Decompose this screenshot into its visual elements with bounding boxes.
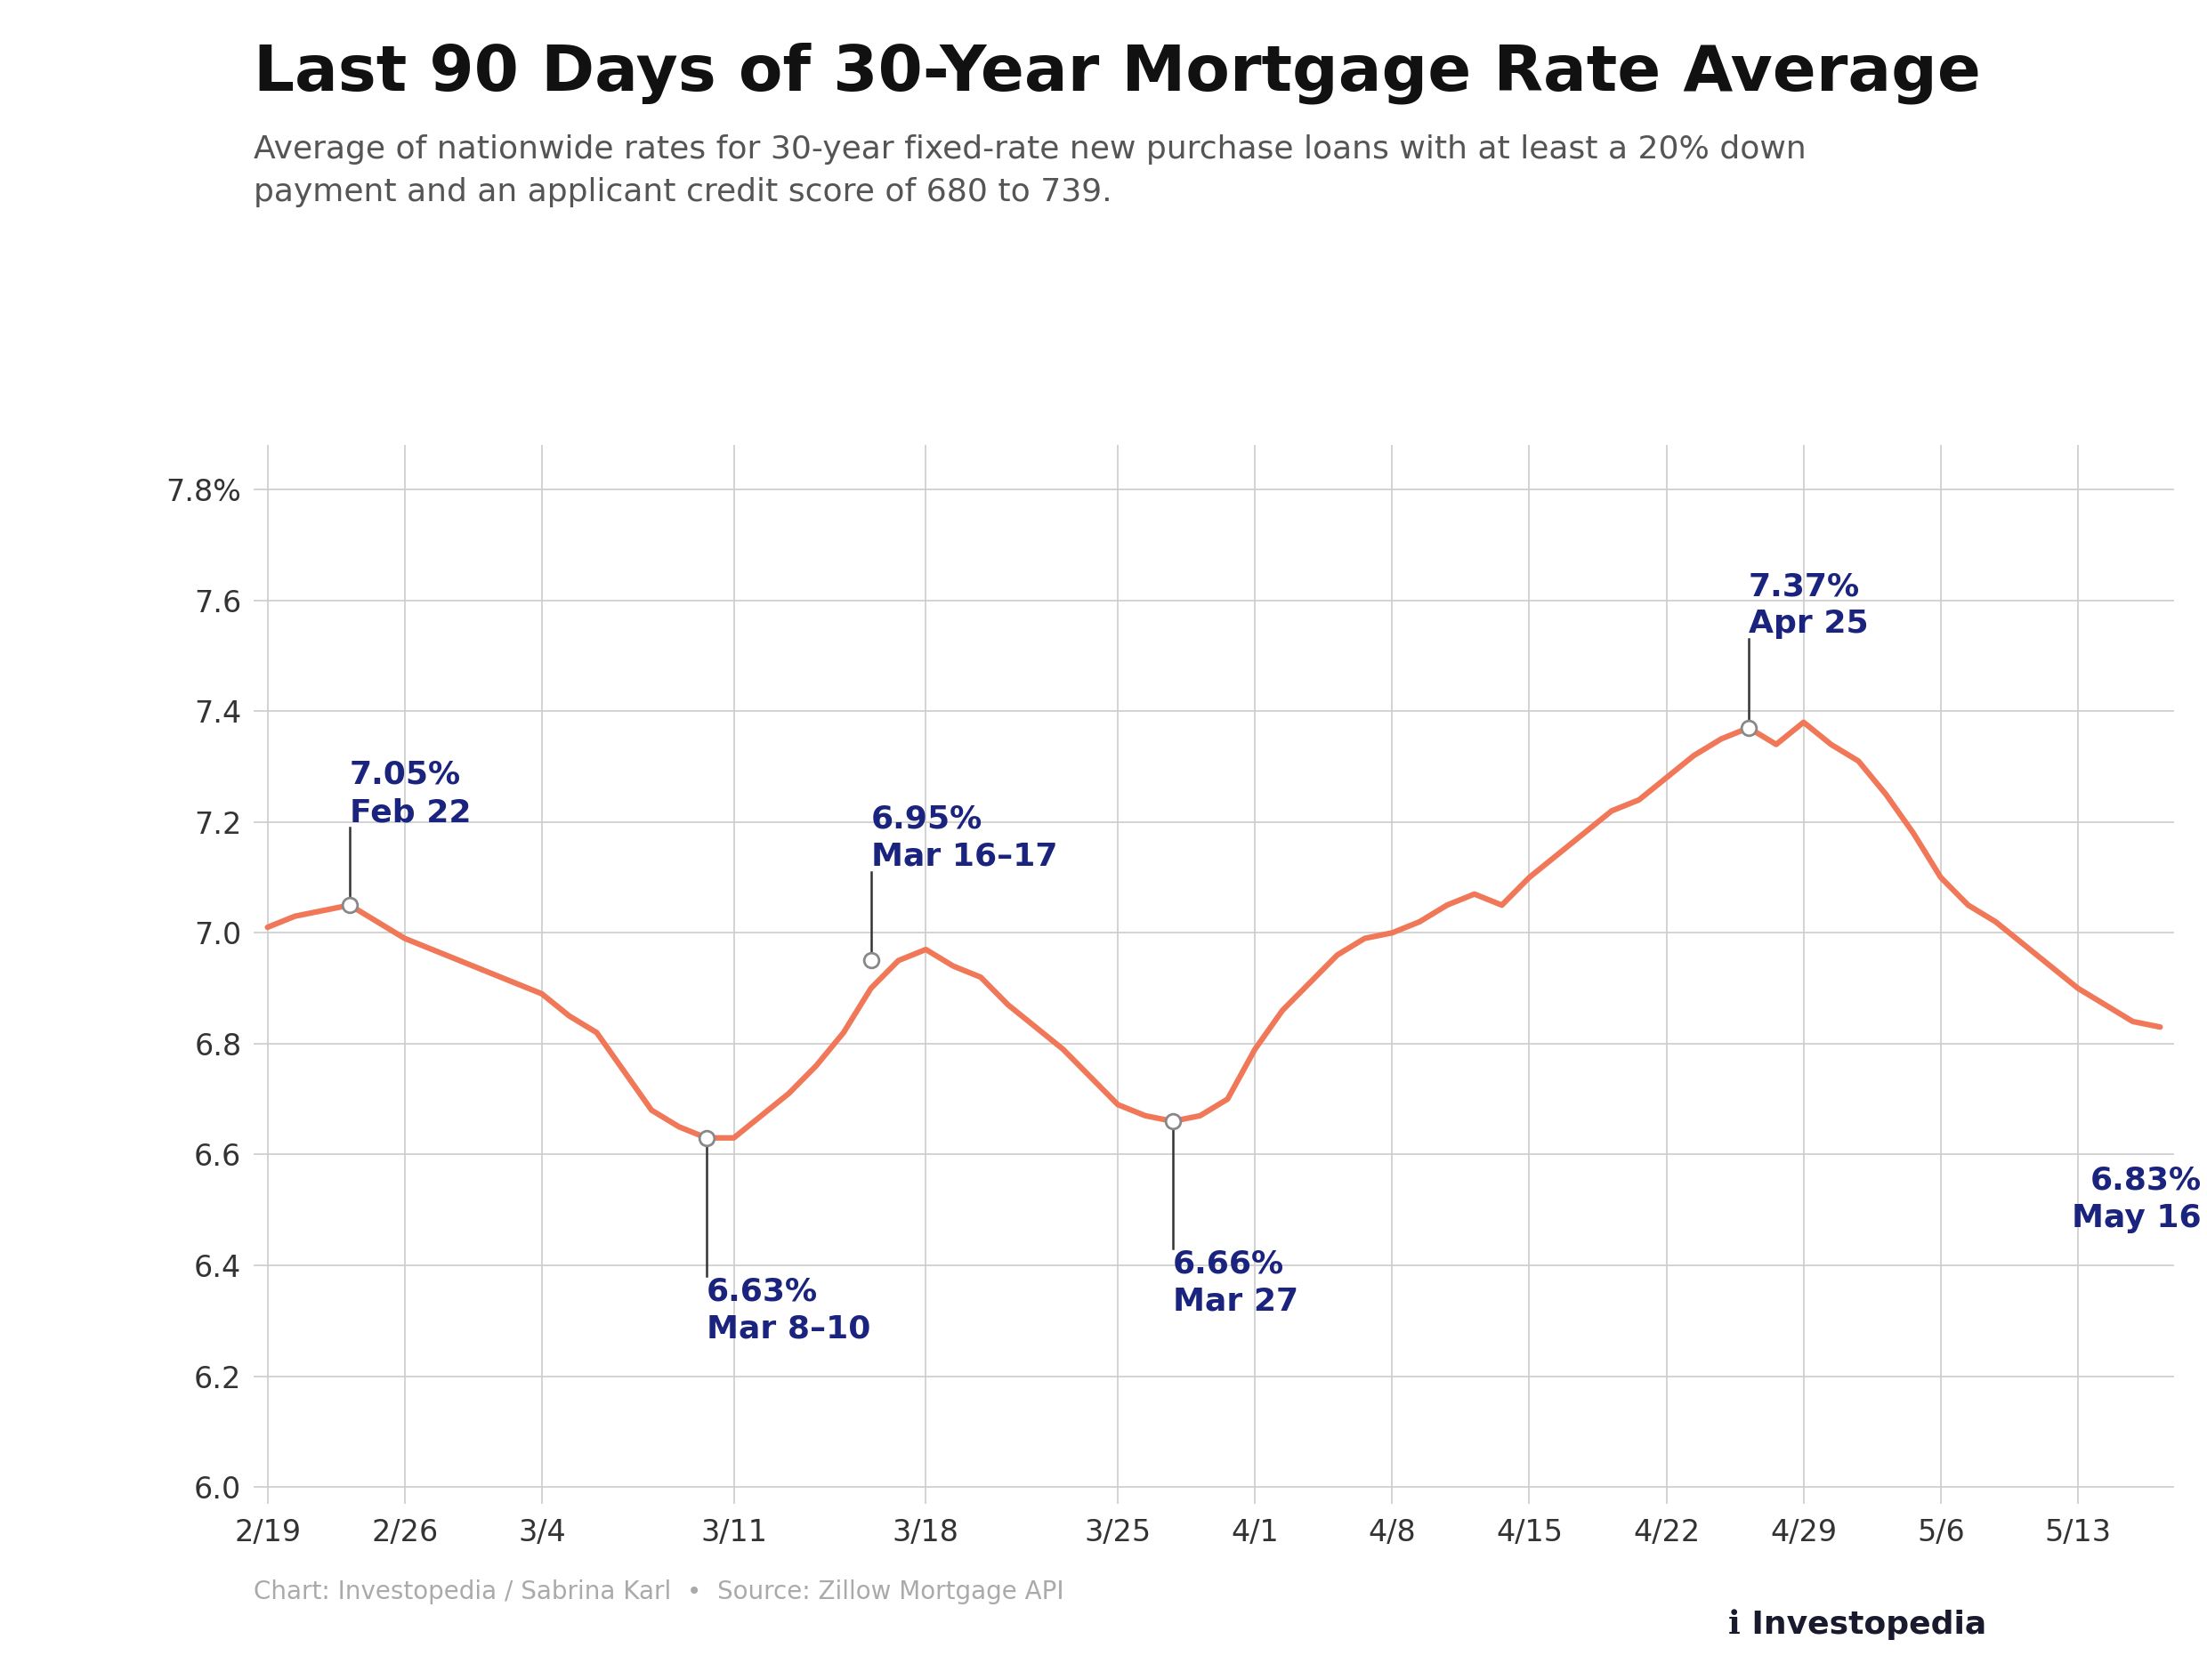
Text: Last 90 Days of 30-Year Mortgage Rate Average: Last 90 Days of 30-Year Mortgage Rate Av… bbox=[254, 42, 1982, 104]
Text: 6.83%
May 16: 6.83% May 16 bbox=[2072, 1166, 2200, 1233]
Text: 6.63%
Mar 8–10: 6.63% Mar 8–10 bbox=[706, 1277, 870, 1344]
Text: 7.05%
Feb 22: 7.05% Feb 22 bbox=[351, 759, 472, 828]
Text: Average of nationwide rates for 30-year fixed-rate new purchase loans with at le: Average of nationwide rates for 30-year … bbox=[254, 134, 1808, 207]
Text: 6.95%
Mar 16–17: 6.95% Mar 16–17 bbox=[872, 805, 1057, 872]
Text: ℹ Investopedia: ℹ Investopedia bbox=[1728, 1609, 1986, 1640]
Text: Chart: Investopedia / Sabrina Karl  •  Source: Zillow Mortgage API: Chart: Investopedia / Sabrina Karl • Sou… bbox=[254, 1579, 1064, 1604]
Text: 6.66%
Mar 27: 6.66% Mar 27 bbox=[1172, 1248, 1298, 1317]
Text: 7.37%
Apr 25: 7.37% Apr 25 bbox=[1748, 571, 1869, 638]
